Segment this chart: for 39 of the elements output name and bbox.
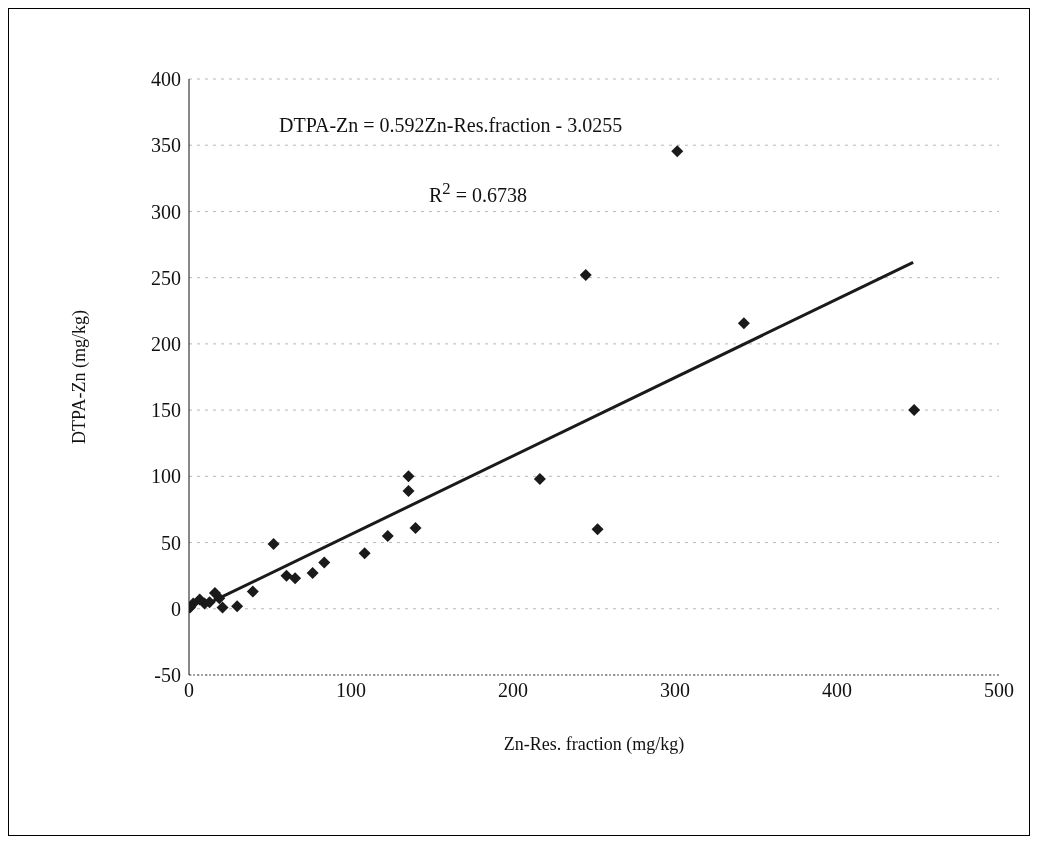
x-tick-label: 300 [660, 679, 690, 702]
point [908, 404, 921, 417]
point [289, 572, 302, 585]
y-tick-label: 400 [151, 68, 181, 91]
point [381, 529, 394, 542]
point [216, 601, 229, 614]
y-tick-label: -50 [154, 664, 181, 687]
y-tick-label: 350 [151, 134, 181, 157]
point [267, 537, 280, 550]
y-tick-label: 150 [151, 399, 181, 422]
annotation: DTPA-Zn = 0.592Zn-Res.fraction - 3.0255 [279, 114, 623, 136]
x-tick-label: 500 [984, 679, 1014, 702]
y-tick-label: 300 [151, 200, 181, 223]
point [402, 484, 415, 497]
point [306, 567, 319, 580]
point [402, 470, 415, 483]
y-tick-label: 100 [151, 465, 181, 488]
y-tick-label: 0 [171, 597, 181, 620]
y-tick-label: 50 [161, 531, 181, 554]
y-tick-label: 250 [151, 266, 181, 289]
point [358, 547, 371, 560]
point [591, 523, 604, 536]
point [213, 592, 226, 605]
point [280, 569, 293, 582]
point [671, 145, 684, 158]
point [533, 472, 546, 485]
y-tick-label: 200 [151, 332, 181, 355]
point [409, 521, 422, 534]
x-tick-label: 100 [336, 679, 366, 702]
x-tick-label: 400 [822, 679, 852, 702]
point [579, 269, 592, 282]
point [246, 585, 259, 598]
point [231, 600, 244, 613]
annotation: R$^{2}$ = 0.6738 [429, 179, 527, 206]
point [318, 556, 331, 569]
y-axis-title: DTPA-Zn (mg/kg) [69, 310, 91, 444]
x-tick-label: 200 [498, 679, 528, 702]
x-axis-title: Zn-Res. fraction (mg/kg) [503, 734, 685, 755]
point [737, 317, 750, 330]
